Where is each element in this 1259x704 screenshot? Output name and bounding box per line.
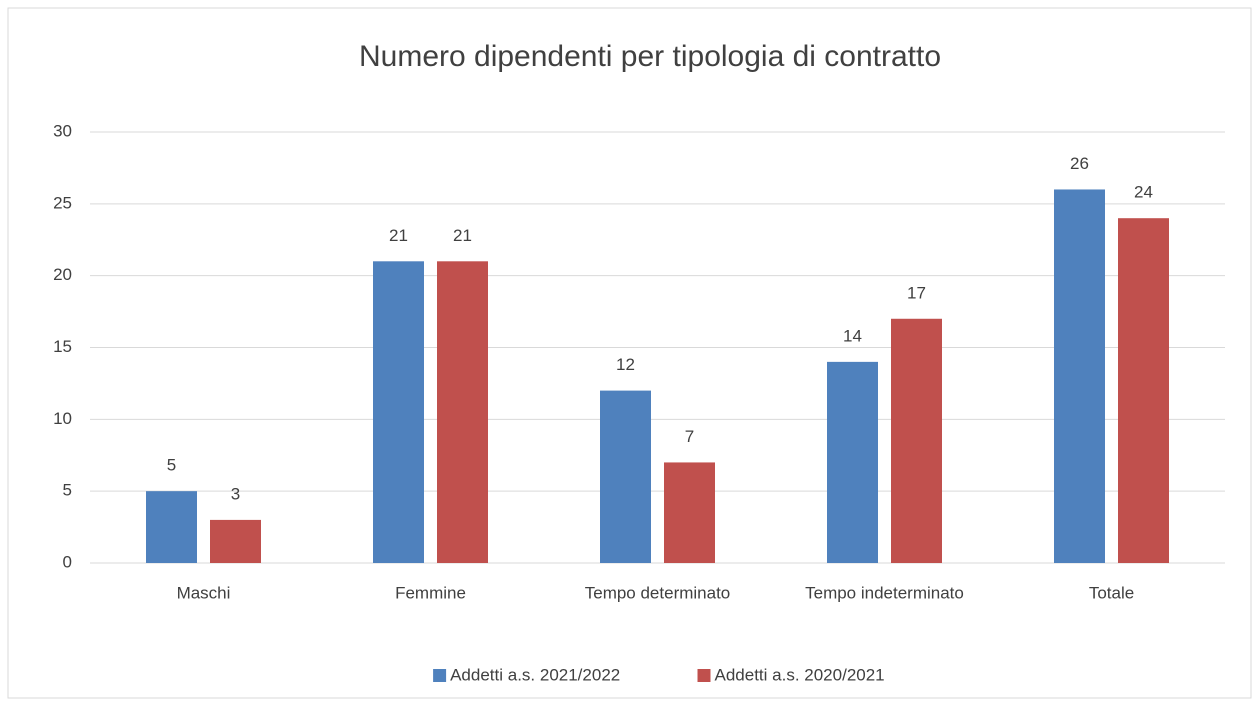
y-tick-label: 10: [53, 409, 72, 428]
bar: [210, 519, 261, 563]
legend-label: Addetti a.s. 2021/2022: [450, 665, 620, 684]
bar: [1118, 218, 1169, 563]
bar: [1054, 189, 1105, 563]
legend-label: Addetti a.s. 2020/2021: [715, 665, 885, 684]
bar: [146, 491, 197, 563]
x-tick-label: Tempo determinato: [585, 583, 731, 602]
chart-title: Numero dipendenti per tipologia di contr…: [359, 40, 941, 73]
data-label: 21: [453, 226, 472, 245]
bar: [827, 361, 878, 563]
y-tick-label: 25: [53, 193, 72, 212]
data-label: 24: [1134, 183, 1153, 202]
data-label: 7: [685, 427, 694, 446]
x-tick-label: Totale: [1089, 583, 1134, 602]
y-tick-label: 5: [63, 481, 72, 500]
y-tick-label: 20: [53, 265, 72, 284]
y-tick-label: 0: [63, 552, 72, 571]
data-label: 17: [907, 283, 926, 302]
data-label: 26: [1070, 154, 1089, 173]
legend-swatch: [697, 669, 711, 682]
data-label: 21: [389, 226, 408, 245]
data-label: 14: [843, 326, 862, 345]
bar: [600, 390, 651, 563]
x-tick-label: Femmine: [395, 583, 466, 602]
chart-border: [7, 7, 1252, 699]
x-tick-label: Tempo indeterminato: [805, 583, 964, 602]
data-label: 3: [231, 484, 240, 503]
y-tick-label: 30: [53, 121, 72, 140]
x-tick-label: Maschi: [177, 583, 231, 602]
bar: [373, 261, 424, 563]
bar: [437, 261, 488, 563]
legend-swatch: [433, 669, 447, 682]
data-label: 12: [616, 355, 635, 374]
bar: [664, 462, 715, 563]
y-tick-label: 15: [53, 337, 72, 356]
data-label: 5: [167, 456, 176, 475]
bar: [891, 318, 942, 563]
